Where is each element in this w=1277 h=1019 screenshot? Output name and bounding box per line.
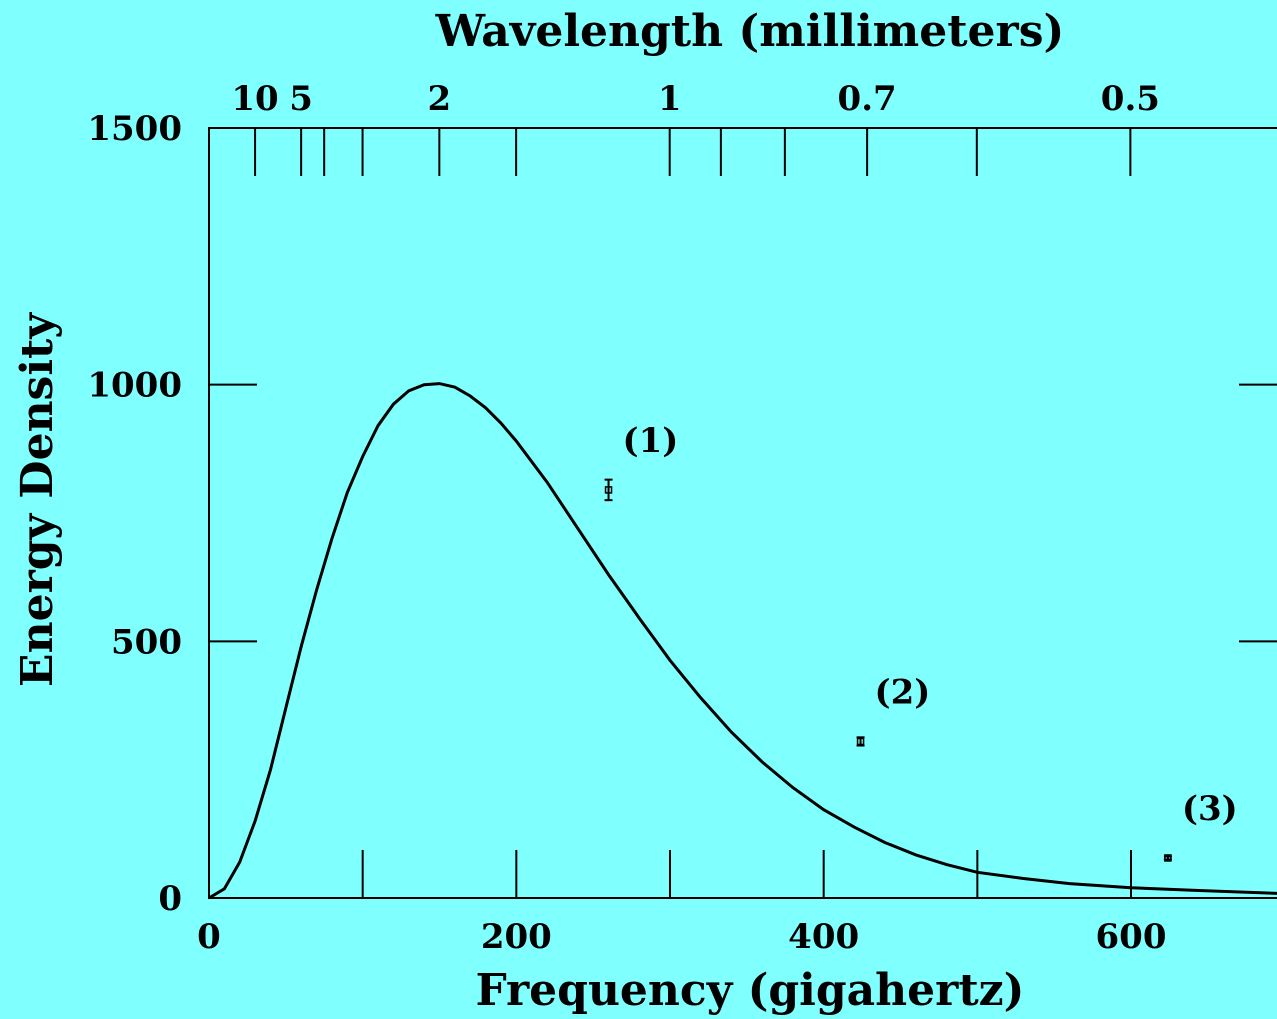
point-label: (1) <box>623 421 679 461</box>
point-marker <box>856 737 865 746</box>
top-tick-label: 1 <box>658 79 682 119</box>
axis-ticks <box>209 128 1277 898</box>
point-marker <box>604 486 613 494</box>
y-tick-label: 1500 <box>87 109 182 149</box>
data-point: (3) <box>1163 789 1238 862</box>
top-tick-label: 0.5 <box>1101 79 1160 119</box>
y-axis-title: Energy Density <box>12 312 63 687</box>
point-label: (3) <box>1182 789 1238 829</box>
x-tick-label: 200 <box>481 917 552 957</box>
y-tick-label: 1000 <box>87 366 182 406</box>
data-point: (2) <box>856 672 931 747</box>
y-tick-label: 500 <box>111 622 182 662</box>
top-tick-label: 2 <box>428 79 452 119</box>
x-tick-label: 400 <box>788 917 859 957</box>
top-tick-label: 5 <box>289 79 313 119</box>
top-axis-title: Wavelength (millimeters) <box>435 6 1065 57</box>
y-tick-label: 0 <box>158 879 182 919</box>
plot-frame <box>208 127 1277 899</box>
x-axis-title: Frequency (gigahertz) <box>476 965 1025 1016</box>
x-tick-label: 600 <box>1096 917 1167 957</box>
data-point: (1) <box>604 421 679 502</box>
blackbody-curve <box>208 382 1277 900</box>
top-tick-label: 0.7 <box>838 79 897 119</box>
point-label: (2) <box>875 672 931 712</box>
top-tick-label: 10 <box>231 79 278 119</box>
point-marker <box>1164 854 1172 862</box>
tick-labels: 0 200 400 600 0 500 1000 1500 10 5 2 1 0.7 0.5 <box>87 79 1166 957</box>
x-tick-label: 0 <box>197 917 221 957</box>
data-points: (1) (2) (3) <box>604 421 1238 862</box>
